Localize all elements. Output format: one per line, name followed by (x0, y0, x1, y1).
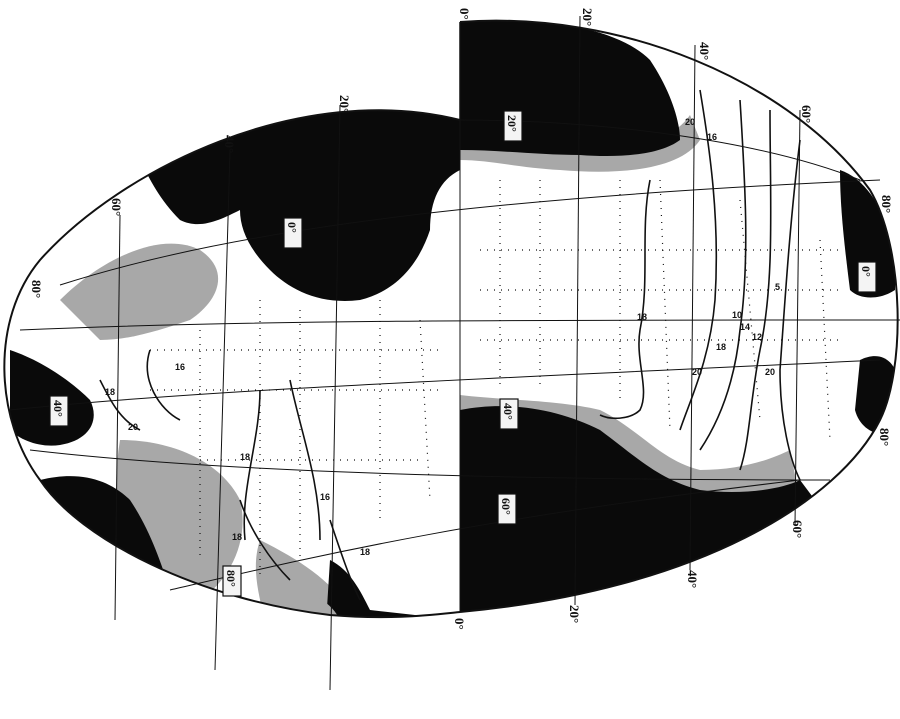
isoline-label: 20 (128, 422, 138, 432)
isoline-label: 18 (716, 342, 726, 352)
isoline-label: 18 (240, 452, 250, 462)
isoline-label: 18 (105, 387, 115, 397)
land-mass-north (140, 110, 460, 301)
latitude-label: 80° (224, 570, 238, 587)
meridian-label: 0° (452, 618, 467, 630)
latitude-label: 40° (51, 400, 65, 417)
map-outline-left (3, 109, 461, 619)
isoline-labels: 18 18 20 20 16 10 12 14 5 18 16 18 20 16… (105, 117, 780, 557)
meridian-labels: 0° 20° 40° 60° 80° 20° 40° 60° 80° 0° 20… (29, 8, 894, 630)
survey-tracks (150, 179, 840, 580)
meridian-label: 60° (790, 520, 805, 538)
meridian-label: 80° (29, 280, 44, 298)
isoline-label: 18 (637, 312, 647, 322)
isoline-label: 18 (232, 532, 242, 542)
latitude-box: 0° (283, 217, 303, 249)
latitude-box: 80° (222, 565, 242, 597)
isoline-label: 16 (707, 132, 717, 142)
meridian-label: 80° (877, 428, 892, 446)
isoline-label: 20 (685, 117, 695, 127)
latitude-box: 60° (497, 493, 517, 525)
isolines (99, 89, 801, 601)
isoline-label: 18 (360, 547, 370, 557)
isoline-label: 20 (765, 367, 775, 377)
latitude-box: 40° (49, 395, 69, 427)
latitude-label: 40° (501, 403, 515, 420)
meridian-label: 80° (879, 195, 894, 213)
isoline-label: 20 (692, 367, 702, 377)
shelf-area (460, 115, 700, 172)
isoline-label: 14 (740, 322, 750, 332)
latitude-label: 60° (499, 498, 513, 515)
meridian-label: 40° (697, 42, 712, 60)
meridian-label: 20° (580, 8, 595, 26)
isoline-label: 5 (775, 282, 780, 292)
meridian-label: 60° (109, 198, 124, 216)
graticule (9, 15, 900, 691)
meridian-label: 40° (685, 570, 700, 588)
meridian-label: 20° (567, 605, 582, 623)
isoline-label: 16 (320, 492, 330, 502)
latitude-box: 40° (499, 398, 519, 430)
latitude-box: 0° (857, 261, 877, 293)
latitude-box: 20° (503, 110, 523, 142)
isoline-label: 16 (175, 362, 185, 372)
meridian-label: 40° (222, 135, 237, 153)
map-outline-right (459, 19, 899, 613)
isoline-label: 10 (732, 310, 742, 320)
latitude-label: 0° (859, 266, 873, 277)
land-mass-south (320, 560, 460, 618)
land-mass-far-east (840, 170, 895, 298)
isoline-label: 12 (752, 332, 762, 342)
latitude-label: 20° (505, 115, 519, 132)
meridian-label: 20° (337, 95, 352, 113)
shelf-area (60, 243, 219, 340)
meridian-label: 0° (457, 8, 472, 20)
latitude-label: 0° (285, 222, 299, 233)
meridian-label: 60° (799, 105, 814, 123)
